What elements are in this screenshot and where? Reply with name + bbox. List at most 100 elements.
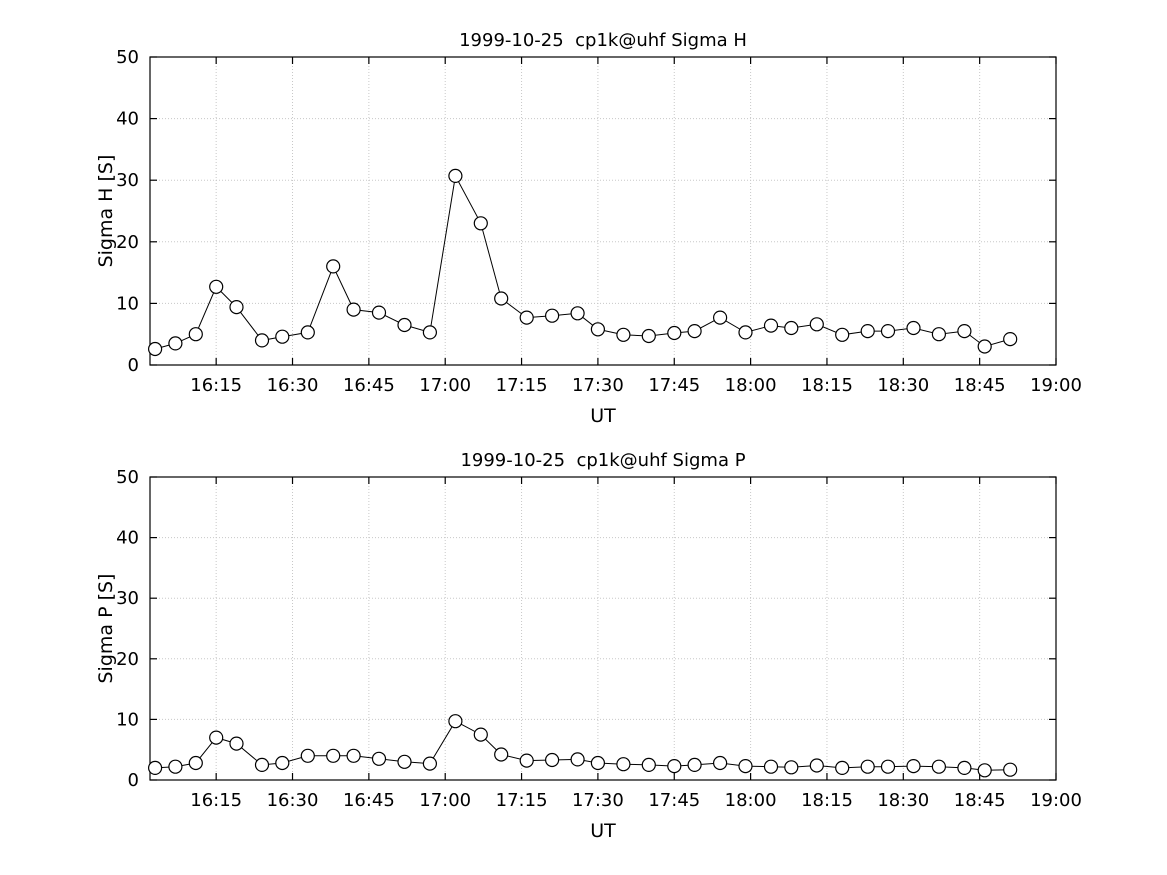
x-tick-label: 18:30: [877, 790, 929, 811]
y-tick-label: 20: [116, 649, 139, 670]
point-marker: [616, 327, 631, 342]
chart-title: 1999-10-25 cp1k@uhf Sigma P: [460, 450, 745, 471]
x-tick-label: 17:30: [572, 790, 624, 811]
x-tick-label: 18:30: [877, 375, 929, 396]
y-tick-label: 40: [116, 528, 139, 549]
point-marker: [860, 324, 875, 339]
x-tick-label: 18:00: [725, 790, 777, 811]
data-markers: [148, 168, 1018, 357]
point-marker: [641, 757, 656, 772]
point-marker: [931, 327, 947, 342]
sigma-p-chart: 16:15 16:30 16:45 17:00 17:15 17:30 17:45 18:00…: [95, 450, 1082, 842]
tick-marks: [150, 56, 1057, 366]
x-tick-label: 17:45: [648, 790, 700, 811]
point-marker: [880, 759, 896, 774]
point-marker: [590, 755, 606, 771]
point-marker: [519, 753, 534, 768]
point-marker: [300, 748, 315, 763]
y-tick-labels: 0 10 20 30 40 50: [116, 47, 139, 376]
point-marker: [473, 216, 488, 231]
point-marker: [712, 755, 728, 771]
point-marker: [570, 752, 585, 767]
x-axis-label: UT: [590, 405, 616, 427]
point-marker: [957, 760, 972, 775]
point-marker: [346, 302, 361, 317]
data-line: [154, 174, 1011, 350]
point-marker: [326, 748, 341, 763]
x-tick-label: 17:15: [496, 375, 548, 396]
plot-area: 16:15 16:30 16:45 17:00 17:15 17:30 17:45 18:00…: [95, 450, 1082, 842]
x-tick-label: 16:15: [190, 790, 242, 811]
point-marker: [1003, 332, 1018, 347]
x-tick-label: 19:00: [1030, 790, 1082, 811]
point-marker: [687, 324, 702, 339]
x-axis-label: UT: [590, 820, 616, 842]
point-marker: [880, 324, 896, 339]
y-tick-label: 40: [116, 109, 139, 130]
point-marker: [977, 763, 992, 778]
point-marker: [835, 760, 850, 775]
point-marker: [188, 755, 203, 771]
y-axis-label: Sigma P [S]: [95, 574, 117, 684]
point-marker: [957, 324, 972, 339]
point-marker: [809, 317, 824, 332]
data-markers: [148, 714, 1018, 778]
y-tick-label: 10: [116, 709, 139, 730]
sigma-h-chart: 16:15 16:30 16:45 17:00 17:15 17:30 17:45 18:00…: [95, 30, 1082, 427]
point-marker: [209, 730, 224, 745]
y-tick-label: 50: [116, 467, 139, 488]
point-marker: [784, 320, 799, 336]
x-tick-label: 17:00: [419, 790, 471, 811]
x-tick-label: 17:15: [496, 790, 548, 811]
point-marker: [763, 759, 779, 774]
point-marker: [422, 756, 437, 771]
point-marker: [422, 325, 437, 340]
point-marker: [906, 320, 921, 336]
x-tick-label: 18:15: [801, 790, 853, 811]
y-tick-label: 0: [128, 770, 139, 791]
point-marker: [229, 300, 244, 315]
point-marker: [254, 757, 270, 772]
x-tick-label: 18:00: [725, 375, 777, 396]
point-marker: [448, 714, 463, 729]
point-marker: [209, 279, 224, 294]
x-tick-label: 16:30: [267, 375, 319, 396]
x-tick-label: 16:15: [190, 375, 242, 396]
x-tick-label: 17:00: [419, 375, 471, 396]
point-marker: [148, 760, 163, 775]
grid: [150, 56, 1057, 366]
point-marker: [494, 747, 509, 762]
y-tick-label: 30: [116, 588, 139, 609]
point-marker: [712, 310, 728, 325]
point-marker: [835, 327, 850, 342]
point-marker: [931, 759, 947, 774]
point-marker: [254, 333, 270, 348]
plot-area: 16:15 16:30 16:45 17:00 17:15 17:30 17:45 18:00…: [95, 30, 1082, 427]
point-marker: [590, 322, 606, 337]
point-marker: [616, 757, 631, 772]
point-marker: [371, 305, 387, 320]
x-tick-label: 18:15: [801, 375, 853, 396]
x-tick-label: 16:45: [343, 790, 395, 811]
x-tick-label: 16:45: [343, 375, 395, 396]
y-tick-labels: 0 10 20 30 40 50: [116, 467, 139, 791]
x-tick-label: 18:45: [954, 790, 1006, 811]
axes-box: [149, 56, 1057, 366]
point-marker: [687, 757, 702, 772]
y-tick-label: 0: [128, 355, 139, 376]
point-marker: [188, 327, 203, 342]
point-marker: [738, 325, 753, 340]
point-marker: [448, 168, 463, 183]
point-marker: [326, 259, 341, 274]
point-marker: [667, 325, 682, 341]
point-marker: [860, 759, 875, 774]
x-tick-label: 17:30: [572, 375, 624, 396]
x-tick-label: 19:00: [1030, 375, 1082, 396]
y-axis-label: Sigma H [S]: [95, 155, 117, 268]
point-marker: [667, 759, 682, 774]
point-marker: [275, 329, 290, 344]
point-marker: [544, 308, 560, 323]
y-tick-label: 10: [116, 293, 139, 314]
point-marker: [641, 328, 656, 344]
point-marker: [1003, 762, 1018, 777]
